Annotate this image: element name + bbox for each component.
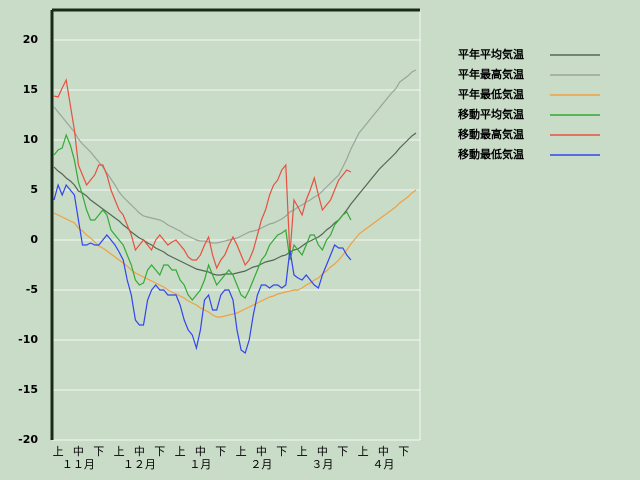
y-tick-label: 20 [23, 33, 39, 46]
y-tick-label: -20 [18, 433, 38, 446]
legend-label: 平年最高気温 [458, 67, 524, 81]
legend-label: 移動最低気温 [458, 147, 524, 161]
series-line [53, 69, 417, 244]
x-tick-label: 上 [358, 445, 369, 458]
y-tick-label: 15 [23, 83, 38, 96]
y-tick-label: -15 [18, 383, 38, 396]
legend-label: 移動最高気温 [458, 127, 524, 141]
y-tick-label: -10 [18, 333, 38, 346]
y-tick-label: 0 [30, 233, 38, 246]
series-line [53, 132, 417, 276]
x-tick-label: 上 [297, 445, 308, 458]
x-tick-label: 中 [378, 445, 389, 458]
month-label: １月 [189, 458, 211, 471]
y-tick-label: 5 [30, 183, 38, 196]
month-label: １１月 [62, 458, 95, 471]
x-tick-label: 上 [236, 445, 247, 458]
series-line [53, 133, 352, 301]
x-tick-label: 中 [73, 445, 84, 458]
x-tick-label: 上 [114, 445, 125, 458]
y-tick-label: -5 [26, 283, 38, 296]
month-label: ３月 [311, 458, 333, 471]
legend-label: 平年平均気温 [458, 47, 524, 61]
x-tick-label: 中 [317, 445, 328, 458]
month-label: ２月 [250, 458, 272, 471]
x-tick-label: 中 [195, 445, 206, 458]
x-tick-label: 下 [93, 445, 104, 458]
series-line [53, 78, 352, 270]
plot-area [52, 10, 420, 440]
x-tick-label: 中 [134, 445, 145, 458]
x-tick-label: 下 [276, 445, 287, 458]
x-tick-label: 上 [53, 445, 64, 458]
legend-label: 平年最低気温 [458, 87, 524, 101]
y-tick-label: 10 [23, 133, 39, 146]
x-tick-label: 下 [398, 445, 409, 458]
x-tick-label: 下 [337, 445, 348, 458]
x-tick-label: 下 [215, 445, 226, 458]
series-line [53, 183, 352, 354]
x-tick-label: 中 [256, 445, 267, 458]
month-label: １２月 [123, 458, 156, 471]
x-tick-label: 下 [154, 445, 165, 458]
legend-label: 移動平均気温 [458, 107, 524, 121]
x-tick-label: 上 [175, 445, 186, 458]
month-label: ４月 [372, 458, 394, 471]
